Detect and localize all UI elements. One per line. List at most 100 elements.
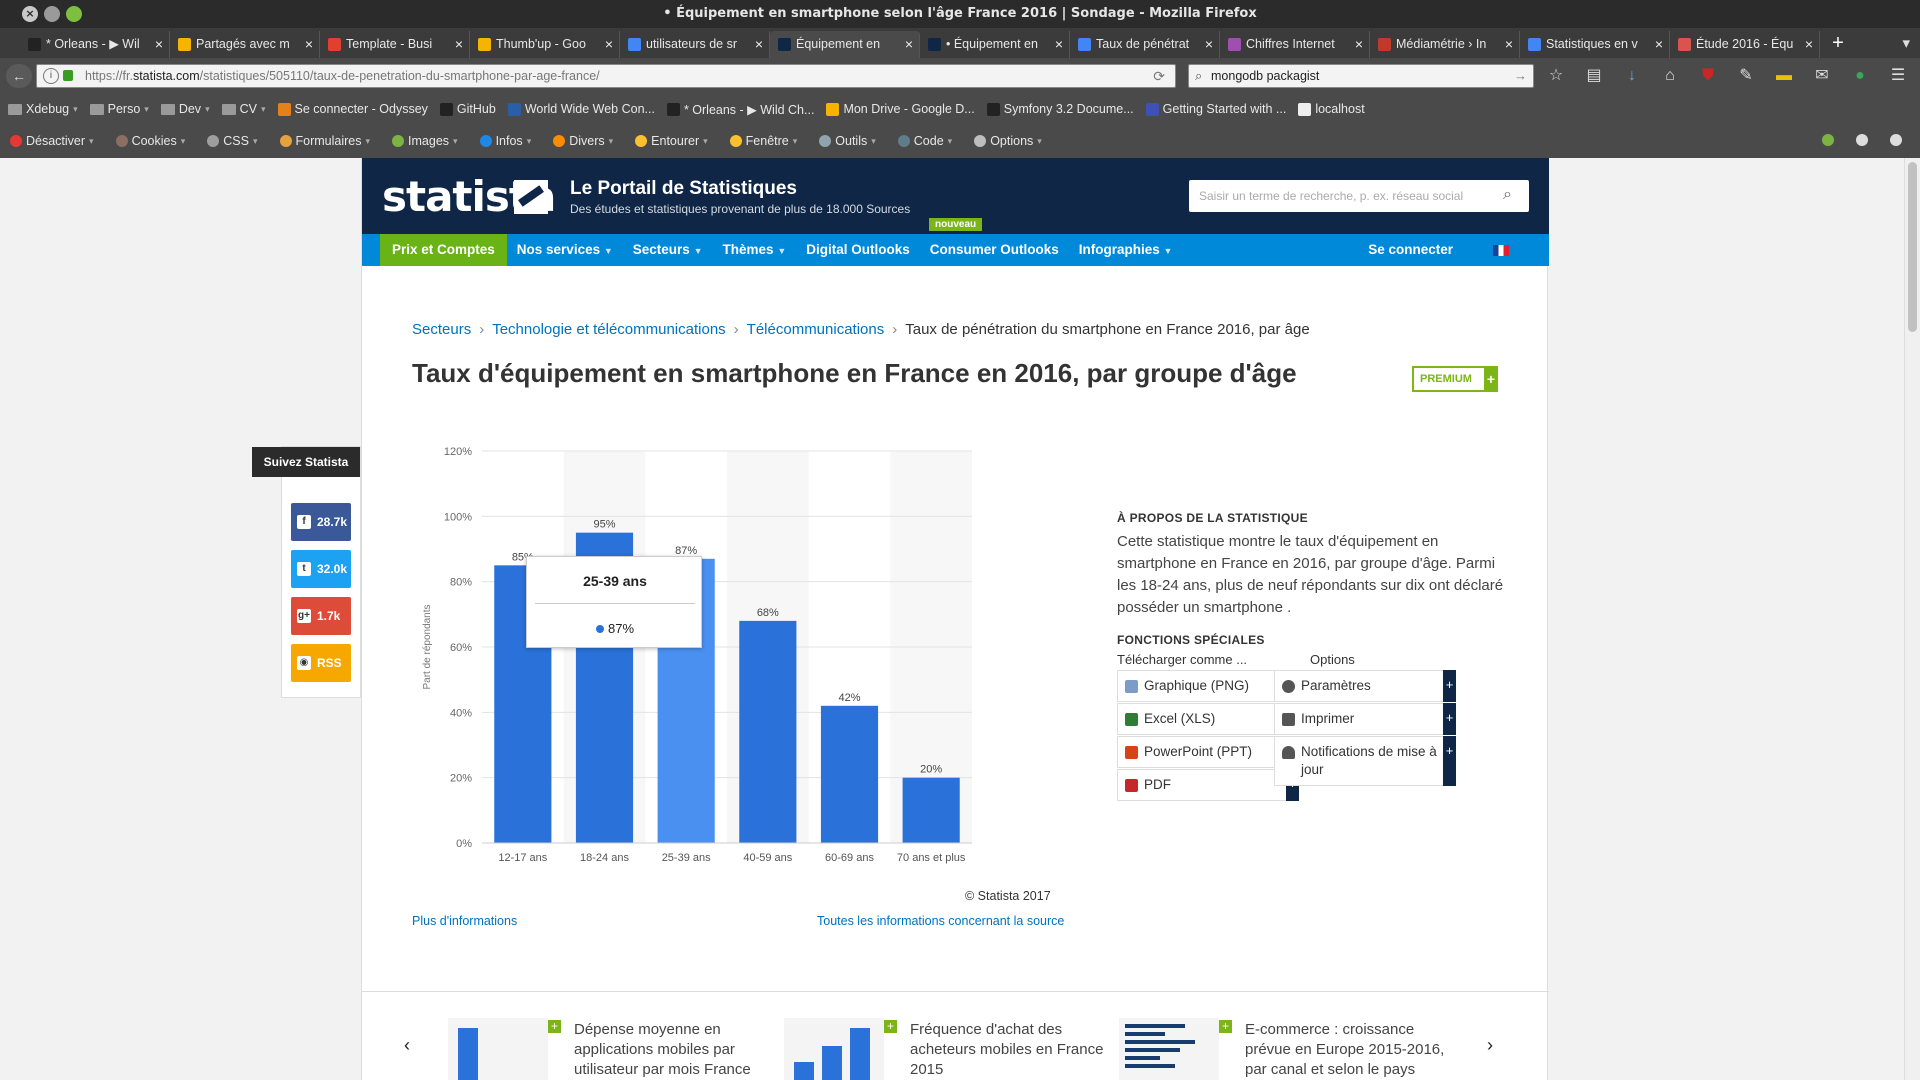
- plus-icon[interactable]: +: [884, 1020, 897, 1033]
- close-tab-icon[interactable]: ×: [1354, 36, 1363, 52]
- main-menu-item[interactable]: Secteurs ▼: [632, 242, 703, 257]
- close-tab-icon[interactable]: ×: [1804, 36, 1813, 52]
- source-info-link[interactable]: Toutes les informations concernant la so…: [817, 914, 1065, 928]
- pen-icon[interactable]: ✎: [1739, 67, 1753, 84]
- scrollbar-thumb[interactable]: [1908, 162, 1917, 332]
- settings-button[interactable]: Paramètres +: [1274, 670, 1456, 702]
- browser-tab[interactable]: Thumb'up - Goo ×: [470, 31, 620, 58]
- notifications-button[interactable]: Notifications de mise à jour +: [1274, 736, 1456, 786]
- download-xls-button[interactable]: Excel (XLS)+: [1117, 703, 1299, 735]
- main-menu-item[interactable]: Prix et Comptes: [380, 234, 507, 266]
- status-circle-icon[interactable]: [1856, 134, 1868, 146]
- bookmark-item[interactable]: Symfony 3.2 Docume...: [986, 102, 1134, 116]
- back-button[interactable]: ←: [6, 64, 32, 88]
- close-tab-icon[interactable]: ×: [304, 36, 313, 52]
- close-tab-icon[interactable]: ×: [904, 36, 913, 52]
- chevron-right-icon[interactable]: ›: [1487, 1035, 1493, 1055]
- download-png-button[interactable]: Graphique (PNG)+: [1117, 670, 1299, 702]
- main-menu-item[interactable]: Thèmes ▼: [722, 242, 787, 257]
- more-info-link[interactable]: Plus d'informations: [412, 914, 518, 928]
- bookmark-folder[interactable]: Dev ▾: [160, 102, 210, 116]
- notes-icon[interactable]: ▬: [1776, 67, 1792, 84]
- premium-button[interactable]: PREMIUM +: [1412, 366, 1498, 392]
- main-menu-item[interactable]: Consumer Outlooks: [929, 242, 1059, 257]
- page-scrollbar[interactable]: [1904, 158, 1920, 1080]
- bar[interactable]: [902, 777, 960, 843]
- devtools-menu[interactable]: Outils ▾: [819, 134, 876, 148]
- download-icon[interactable]: ↓: [1628, 67, 1636, 84]
- bookmark-item[interactable]: * Orleans - ▶ Wild Ch...: [666, 102, 814, 117]
- devtools-menu[interactable]: Code ▾: [897, 134, 952, 148]
- devtools-menu[interactable]: Fenêtre ▾: [729, 134, 797, 148]
- window-close-icon[interactable]: ×: [22, 6, 38, 22]
- facebook-button[interactable]: f 28.7k: [291, 503, 351, 541]
- download-pdf-button[interactable]: PDF+: [1117, 769, 1299, 801]
- browser-tab[interactable]: Partagés avec m ×: [170, 31, 320, 58]
- browser-search-bar[interactable]: ⌕ mongodb packagist →: [1188, 64, 1534, 88]
- browser-search-input[interactable]: mongodb packagist: [1211, 69, 1320, 83]
- browser-tab[interactable]: Étude 2016 - Équ ×: [1670, 31, 1820, 58]
- devtools-menu[interactable]: Infos ▾: [479, 134, 531, 148]
- tab-list-icon[interactable]: ▾: [1902, 35, 1910, 52]
- devtools-menu[interactable]: Divers ▾: [553, 134, 613, 148]
- menu-icon[interactable]: ☰: [1890, 67, 1906, 84]
- related-item-title[interactable]: E-commerce : croissance prévue en Europe…: [1245, 1021, 1445, 1078]
- devtools-menu[interactable]: Options ▾: [974, 134, 1042, 148]
- addon-icon[interactable]: ●: [1855, 67, 1865, 84]
- statista-logo-icon[interactable]: [514, 180, 548, 214]
- site-info-icon[interactable]: i: [43, 68, 59, 84]
- french-flag-icon[interactable]: [1493, 244, 1509, 256]
- bookmark-item[interactable]: Mon Drive - Google D...: [826, 102, 975, 116]
- close-tab-icon[interactable]: ×: [454, 36, 463, 52]
- bookmark-item[interactable]: localhost: [1298, 102, 1365, 116]
- new-tab-icon[interactable]: +: [1832, 32, 1844, 54]
- browser-tab[interactable]: utilisateurs de sr ×: [620, 31, 770, 58]
- browser-tab[interactable]: • Équipement en ×: [920, 31, 1070, 58]
- check-icon[interactable]: [1822, 134, 1834, 146]
- breadcrumb-link[interactable]: Secteurs: [412, 321, 472, 338]
- main-menu-item[interactable]: Infographies ▼: [1078, 242, 1173, 257]
- related-thumbnail[interactable]: [784, 1018, 884, 1080]
- bar[interactable]: [820, 705, 879, 843]
- main-menu-item[interactable]: Nos services ▼: [516, 242, 613, 257]
- main-menu-item[interactable]: Digital Outlooks: [806, 242, 910, 257]
- devtools-menu[interactable]: Images ▾: [392, 134, 458, 148]
- devtools-menu[interactable]: Cookies ▾: [115, 134, 185, 148]
- plus-icon[interactable]: +: [548, 1020, 561, 1033]
- library-icon[interactable]: ▤: [1586, 67, 1602, 84]
- login-link[interactable]: Se connecter: [1368, 242, 1453, 257]
- ublock-icon[interactable]: ⛊: [1701, 67, 1714, 84]
- bookmark-item[interactable]: Se connecter - Odyssey: [277, 102, 428, 116]
- close-tab-icon[interactable]: ×: [1504, 36, 1513, 52]
- plus-icon[interactable]: +: [1219, 1020, 1232, 1033]
- home-icon[interactable]: ⌂: [1665, 67, 1675, 84]
- bookmark-folder[interactable]: CV ▾: [221, 102, 266, 116]
- close-tab-icon[interactable]: ×: [1054, 36, 1063, 52]
- close-tab-icon[interactable]: ×: [1654, 36, 1663, 52]
- print-button[interactable]: Imprimer +: [1274, 703, 1456, 735]
- browser-tab[interactable]: Taux de pénétrat ×: [1070, 31, 1220, 58]
- twitter-button[interactable]: t 32.0k: [291, 550, 351, 588]
- bookmark-item[interactable]: Getting Started with ...: [1145, 102, 1286, 116]
- close-tab-icon[interactable]: ×: [154, 36, 163, 52]
- close-toolbar-icon[interactable]: [1890, 134, 1902, 146]
- google-plus-button[interactable]: g+ 1.7k: [291, 597, 351, 635]
- url-bar[interactable]: i https://fr.statista.com/statistiques/5…: [36, 64, 1176, 88]
- site-search-input[interactable]: Saisir un terme de recherche, p. ex. rés…: [1189, 180, 1529, 212]
- related-item-title[interactable]: Dépense moyenne en applications mobiles …: [574, 1021, 751, 1078]
- related-item-title[interactable]: Fréquence d'achat des acheteurs mobiles …: [910, 1021, 1104, 1078]
- window-maximize-icon[interactable]: [66, 6, 82, 22]
- browser-tab[interactable]: Médiamétrie › In ×: [1370, 31, 1520, 58]
- devtools-menu[interactable]: Désactiver ▾: [10, 134, 94, 148]
- related-thumbnail[interactable]: [1119, 1018, 1219, 1080]
- close-tab-icon[interactable]: ×: [754, 36, 763, 52]
- devtools-menu[interactable]: Formulaires ▾: [279, 134, 370, 148]
- download-ppt-button[interactable]: PowerPoint (PPT)+: [1117, 736, 1299, 768]
- browser-tab[interactable]: Statistiques en v ×: [1520, 31, 1670, 58]
- devtools-menu[interactable]: CSS ▾: [207, 134, 258, 148]
- bar[interactable]: [739, 620, 797, 843]
- close-tab-icon[interactable]: ×: [604, 36, 613, 52]
- breadcrumb-link[interactable]: Technologie et télécommunications: [492, 321, 726, 338]
- rss-button[interactable]: ◉ RSS: [291, 644, 351, 682]
- breadcrumb-link[interactable]: Télécommunications: [746, 321, 885, 338]
